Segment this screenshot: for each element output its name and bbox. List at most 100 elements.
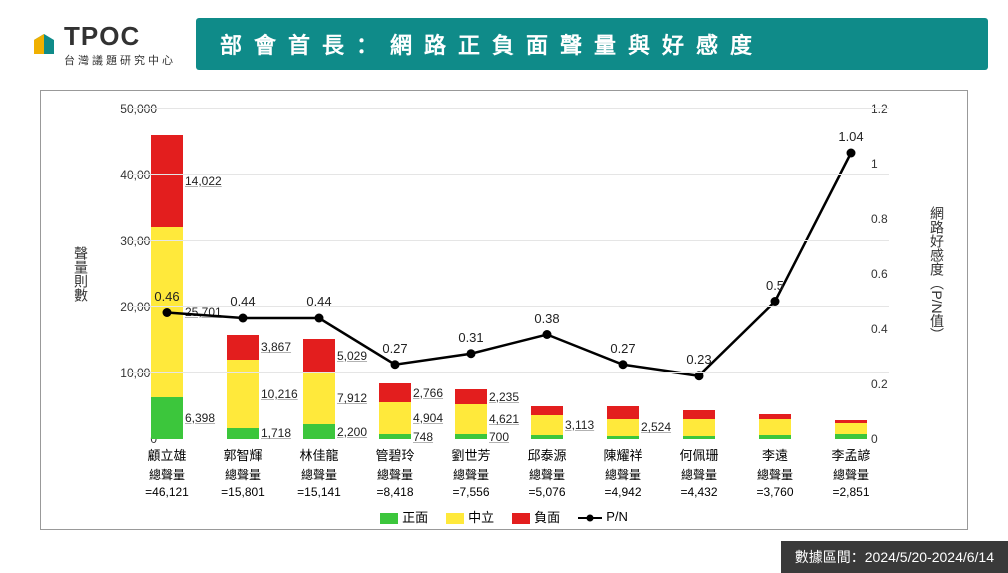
- category-total-value: =46,121: [129, 485, 205, 499]
- category-name: 李遠: [737, 445, 813, 464]
- category-total-label: 總聲量: [205, 466, 281, 483]
- category-total-label: 總聲量: [737, 466, 813, 483]
- seg-neutral: [531, 415, 563, 436]
- seg-positive: [151, 397, 183, 439]
- category-total-label: 總聲量: [585, 466, 661, 483]
- legend-neutral: 中立: [446, 507, 494, 526]
- seg-negative: [227, 335, 259, 361]
- bar-slot: 7484,9042,766: [357, 109, 433, 439]
- legend-positive: 正面: [380, 507, 428, 526]
- category-total-value: =15,801: [205, 485, 281, 499]
- seg-negative: [455, 389, 487, 404]
- bar-slot: 3,113: [509, 109, 585, 439]
- x-category: 李遠總聲量 =3,760: [737, 439, 813, 499]
- chart-plot-area: 聲量則數 網路好感度（P/N值） 010,00020,00030,00040,0…: [129, 109, 889, 439]
- seg-negative: [683, 410, 715, 419]
- category-total-label: 總聲量: [509, 466, 585, 483]
- gridline: [129, 372, 889, 373]
- seg-positive: [227, 428, 259, 439]
- category-total-label: 總聲量: [281, 466, 357, 483]
- category-total-label: 總聲量: [661, 466, 737, 483]
- bar-slot: 7004,6212,235: [433, 109, 509, 439]
- stacked-bar: 2,2007,9125,029: [303, 339, 335, 439]
- seg-negative: [151, 135, 183, 228]
- category-total-value: =4,432: [661, 485, 737, 499]
- bar-slot: 1,71810,2163,867: [205, 109, 281, 439]
- stacked-bar: 6,39825,70114,022: [151, 135, 183, 439]
- stacked-bar: 2,524: [607, 406, 639, 439]
- seg-positive: [379, 434, 411, 439]
- legend-negative: 負面: [512, 507, 560, 526]
- seg-neutral: [683, 419, 715, 436]
- seg-negative: [531, 406, 563, 415]
- category-total-value: =3,760: [737, 485, 813, 499]
- pn-value-label: 0.27: [382, 341, 407, 356]
- pn-value-label: 0.31: [458, 330, 483, 345]
- category-total-label: 總聲量: [433, 466, 509, 483]
- stacked-bar: 7004,6212,235: [455, 389, 487, 439]
- y-right-axis-label: 網路好感度（P/N值）: [927, 206, 947, 341]
- bar-slot: 6,39825,70114,022: [129, 109, 205, 439]
- gridline: [129, 174, 889, 175]
- pn-value-label: 1.04: [838, 129, 863, 144]
- y-left-axis-label: 聲量則數: [71, 246, 91, 302]
- stacked-bar: [683, 410, 715, 439]
- seg-neutral: [379, 402, 411, 434]
- pn-value-label: 0.27: [610, 341, 635, 356]
- category-total-label: 總聲量: [357, 466, 433, 483]
- legend-pn-line: P/N: [578, 509, 628, 524]
- bar-slot: [661, 109, 737, 439]
- seg-negative: [379, 383, 411, 401]
- pn-value-label: 0.5: [766, 278, 784, 293]
- footer-date-range: 數據區間：2024/5/20-2024/6/14: [781, 541, 1008, 573]
- value-label: 700: [489, 430, 509, 444]
- pn-value-label: 0.44: [306, 294, 331, 309]
- seg-negative: [303, 339, 335, 372]
- x-category: 陳耀祥總聲量=4,942: [585, 439, 661, 499]
- gridline: [129, 240, 889, 241]
- seg-positive: [835, 434, 867, 439]
- stacked-bar: 1,71810,2163,867: [227, 335, 259, 439]
- stacked-bar: 3,113: [531, 406, 563, 439]
- pn-value-label: 0.38: [534, 311, 559, 326]
- stacked-bar: 7484,9042,766: [379, 383, 411, 439]
- bar-slot: 2,2007,9125,029: [281, 109, 357, 439]
- seg-negative: [607, 406, 639, 419]
- category-total-value: =7,556: [433, 485, 509, 499]
- logo-icon: [30, 30, 58, 58]
- category-name: 陳耀祥: [585, 445, 661, 464]
- logo: TPOC 台灣議題研究中心: [30, 21, 176, 68]
- x-category: 郭智輝總聲量=15,801: [205, 439, 281, 499]
- seg-neutral: [303, 372, 335, 424]
- category-name: 邱泰源: [509, 445, 585, 464]
- pn-value-label: 0.23: [686, 352, 711, 367]
- x-category: 管碧玲總聲量 =8,418: [357, 439, 433, 499]
- x-category: 李孟諺總聲量=2,851: [813, 439, 889, 499]
- stacked-bar: [759, 414, 791, 439]
- category-name: 顧立雄: [129, 445, 205, 464]
- logo-sub-text: 台灣議題研究中心: [64, 52, 176, 68]
- pn-value-label: 0.46: [154, 289, 179, 304]
- seg-positive: [455, 434, 487, 439]
- gridline: [129, 108, 889, 109]
- category-name: 林佳龍: [281, 445, 357, 464]
- stacked-bar: [835, 420, 867, 439]
- category-name: 劉世芳: [433, 445, 509, 464]
- bar-slot: [813, 109, 889, 439]
- category-total-label: 總聲量: [129, 466, 205, 483]
- category-name: 管碧玲: [357, 445, 433, 464]
- chart-container: 聲量則數 網路好感度（P/N值） 010,00020,00030,00040,0…: [40, 90, 968, 530]
- category-name: 李孟諺: [813, 445, 889, 464]
- seg-neutral: [759, 419, 791, 435]
- seg-neutral: [607, 419, 639, 436]
- seg-positive: [759, 435, 791, 439]
- plot: 6,39825,70114,022 1,71810,2163,867 2,2007,…: [129, 109, 889, 439]
- category-total-value: =8,418: [357, 485, 433, 499]
- x-category: 林佳龍總聲量=15,141: [281, 439, 357, 499]
- x-category: 顧立雄總聲量 =46,121: [129, 439, 205, 499]
- header: TPOC 台灣議題研究中心 部會首長：網路正負面聲量與好感度: [0, 0, 1008, 80]
- seg-neutral: [835, 423, 867, 434]
- seg-neutral: [455, 404, 487, 434]
- category-total-value: =5,076: [509, 485, 585, 499]
- title-bar: 部會首長：網路正負面聲量與好感度: [196, 18, 988, 70]
